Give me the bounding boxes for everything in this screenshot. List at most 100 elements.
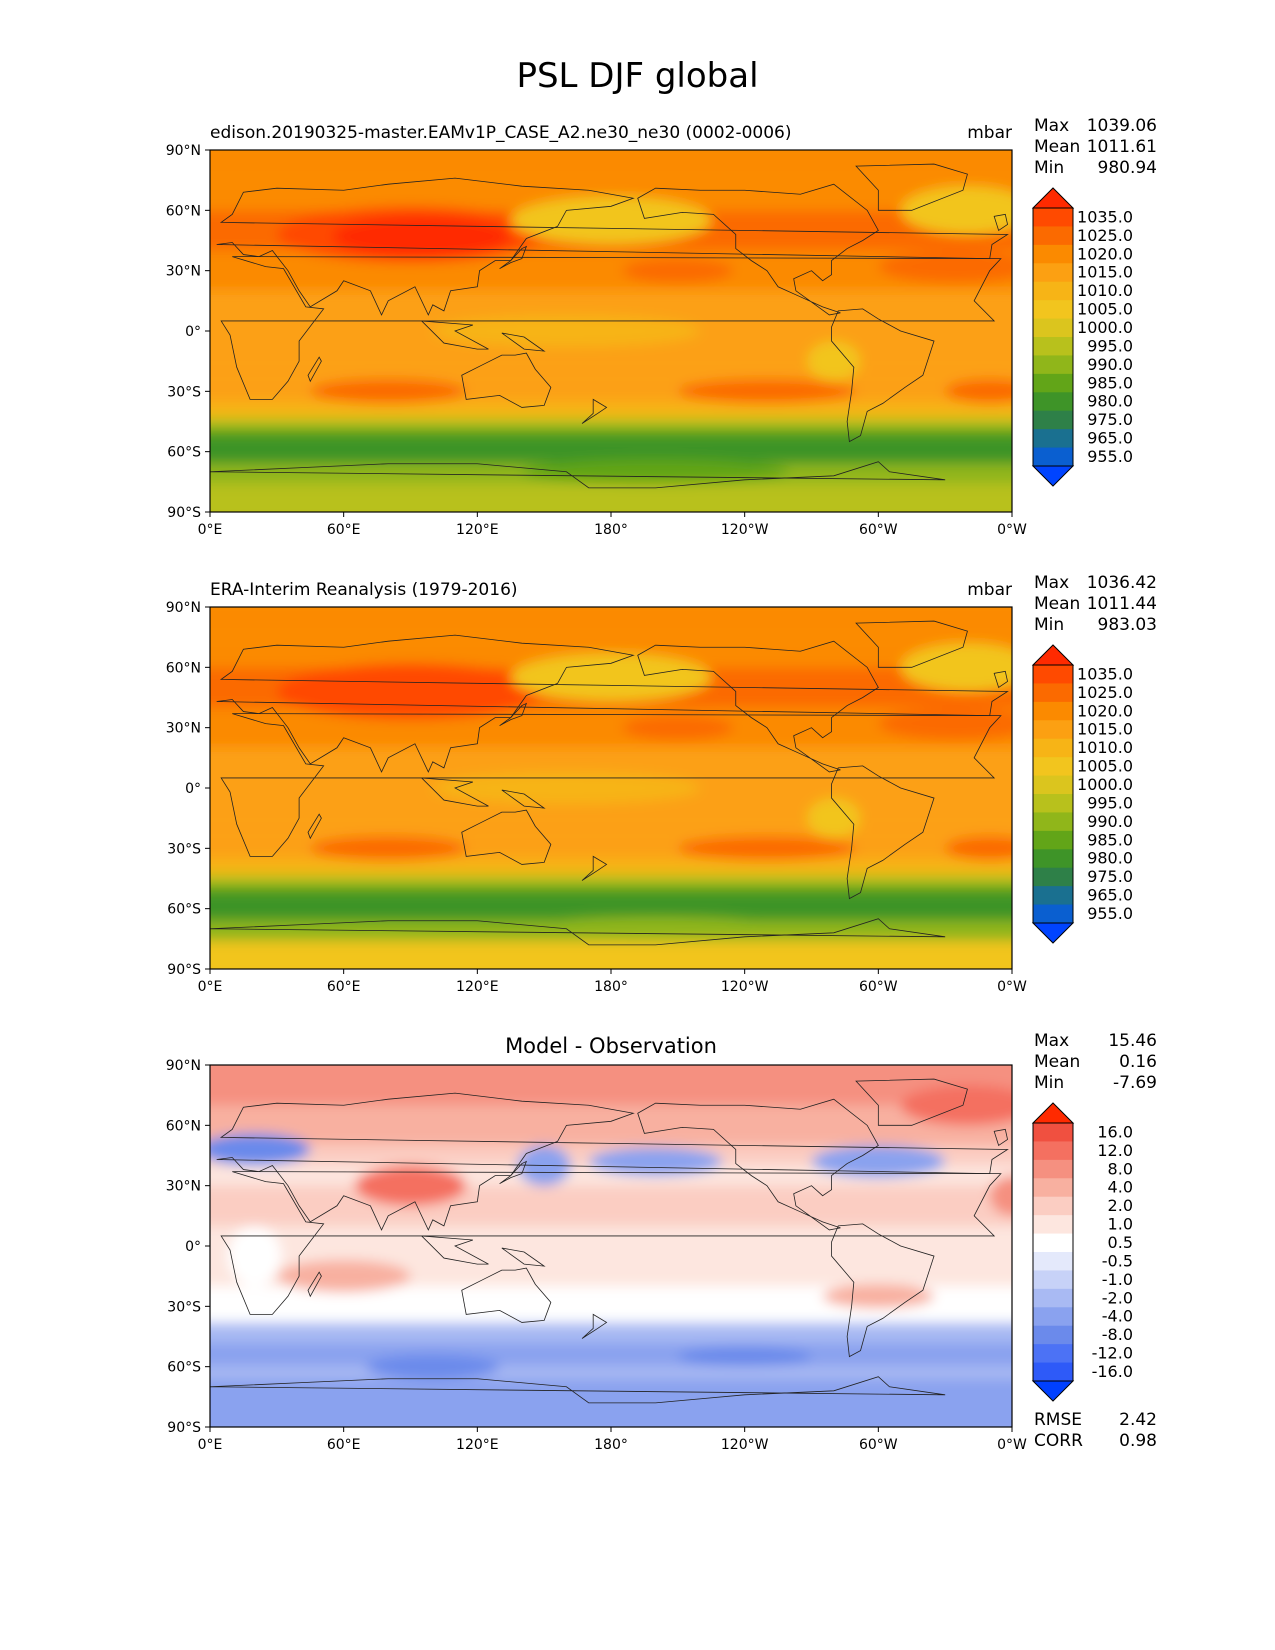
lon-tick-label: 60°E (327, 979, 361, 995)
lat-tick-label: 30°N (166, 264, 201, 280)
coastline (831, 1223, 935, 1358)
coastline (420, 1235, 489, 1265)
field-blobs (210, 1065, 1012, 1427)
field-blob (622, 258, 734, 283)
coastline (499, 1160, 528, 1185)
lon-tick-label: 120°E (456, 1437, 499, 1453)
colorbar-segment (1033, 849, 1073, 869)
lat-tick-label: 90°N (166, 1058, 201, 1074)
colorbar-segment (1033, 263, 1073, 283)
colorbar-segment (1033, 1141, 1073, 1161)
field-band (210, 1342, 1012, 1367)
colorbar-segment (1033, 886, 1073, 906)
field-blobs (210, 607, 1012, 969)
colorbar-segment (1033, 1196, 1073, 1216)
field-blob (878, 707, 1012, 740)
field-band (210, 1065, 1012, 1106)
lat-tick-label: 30°N (166, 1179, 201, 1195)
coastline (581, 855, 608, 881)
coastline (307, 813, 322, 840)
field-band (210, 417, 1012, 428)
colorbar-segment (1033, 1288, 1073, 1308)
lat-tick-label: 60°N (166, 203, 201, 219)
colorbar-label: 965.0 (1087, 429, 1133, 448)
lat-tick-label: 30°S (167, 841, 201, 857)
colorbar-label: 990.0 (1087, 355, 1133, 374)
colorbar-segment (1033, 1123, 1073, 1142)
colorbar-label: 975.0 (1087, 867, 1133, 886)
lat-tick-label: 90°N (166, 600, 201, 616)
colorbar-segment (1033, 757, 1073, 777)
field-blob (332, 216, 511, 257)
field-band (210, 884, 1012, 893)
colorbar-extend-top (1031, 1102, 1075, 1124)
stat-label: Mean (1034, 594, 1080, 614)
colorbar-segment (1033, 830, 1073, 850)
field-blob (310, 379, 467, 404)
lat-tick-label: 90°S (167, 962, 201, 978)
field-blob (276, 1260, 411, 1293)
coastline (216, 634, 1009, 773)
field-blob (989, 1175, 1012, 1216)
colorbar-label: 4.0 (1108, 1178, 1133, 1197)
lon-tick-label: 0°W (997, 979, 1027, 995)
colorbar-segment (1033, 208, 1073, 227)
metric-label: CORR (1034, 1431, 1083, 1451)
colorbar-label: 1005.0 (1077, 300, 1133, 319)
stat-value: 1039.06 (1087, 116, 1157, 136)
field-blob (811, 1145, 946, 1178)
colorbar-segment (1033, 665, 1073, 684)
lon-tick-label: 60°W (859, 979, 898, 995)
colorbar-segment (1033, 410, 1073, 430)
colorbar-segment (1033, 794, 1073, 813)
field-band (210, 858, 1012, 875)
colorbar-label: -0.5 (1102, 1251, 1133, 1270)
field-blob (210, 1133, 311, 1166)
colorbar-label: 955.0 (1087, 447, 1133, 466)
colorbar-segment (1033, 1233, 1073, 1253)
coastline (501, 332, 546, 352)
colorbar-label: 980.0 (1087, 849, 1133, 868)
colorbar-segment (1033, 1215, 1073, 1235)
coastline (499, 245, 528, 270)
field-blob (900, 643, 1012, 692)
field-band (210, 1322, 1012, 1343)
stat-label: Max (1034, 573, 1069, 593)
colorbar-extend-bottom (1031, 1380, 1075, 1402)
stat-label: Mean (1034, 137, 1080, 157)
lat-tick-label: 30°S (167, 1299, 201, 1315)
coastline (855, 163, 968, 211)
colorbar-label: 1035.0 (1077, 207, 1133, 226)
colorbar-label: 1025.0 (1077, 226, 1133, 245)
field-band (210, 150, 1012, 181)
colorbar-label: 975.0 (1087, 410, 1133, 429)
field-band (210, 874, 1012, 885)
coastline (461, 1267, 552, 1323)
colorbar-segment (1033, 701, 1073, 721)
field-blob (677, 836, 857, 861)
panel-3: 90°N 60°N 30°N 0° 30°S 60°S 90°S0°E 60°E 120°E 18… (166, 1031, 1157, 1453)
colorbar-segment (1033, 1270, 1073, 1290)
colorbar-segment (1033, 355, 1073, 375)
stat-value: 980.94 (1098, 158, 1157, 178)
coastline (216, 177, 1009, 316)
coastline (581, 1313, 608, 1339)
lon-tick-label: 120°E (456, 979, 499, 995)
lon-tick-label: 60°W (859, 522, 898, 538)
colorbar-extend-bottom (1031, 465, 1075, 487)
colorbar-label: 1010.0 (1077, 281, 1133, 300)
field-blob (354, 1165, 467, 1206)
metric-value: 2.42 (1119, 1410, 1157, 1430)
lat-tick-label: 0° (185, 781, 201, 797)
field-band (210, 940, 1012, 969)
lat-tick-label: 60°S (167, 445, 201, 461)
metric-value: 0.98 (1119, 1431, 1157, 1451)
colorbar-label: 990.0 (1087, 812, 1133, 831)
stat-label: Max (1034, 116, 1069, 136)
lon-tick-label: 180° (594, 979, 628, 995)
panel-title: ERA-Interim Reanalysis (1979-2016) (210, 580, 518, 600)
field-blob (807, 341, 861, 382)
coastline (210, 918, 946, 969)
colorbar-extend-bottom (1031, 922, 1075, 944)
